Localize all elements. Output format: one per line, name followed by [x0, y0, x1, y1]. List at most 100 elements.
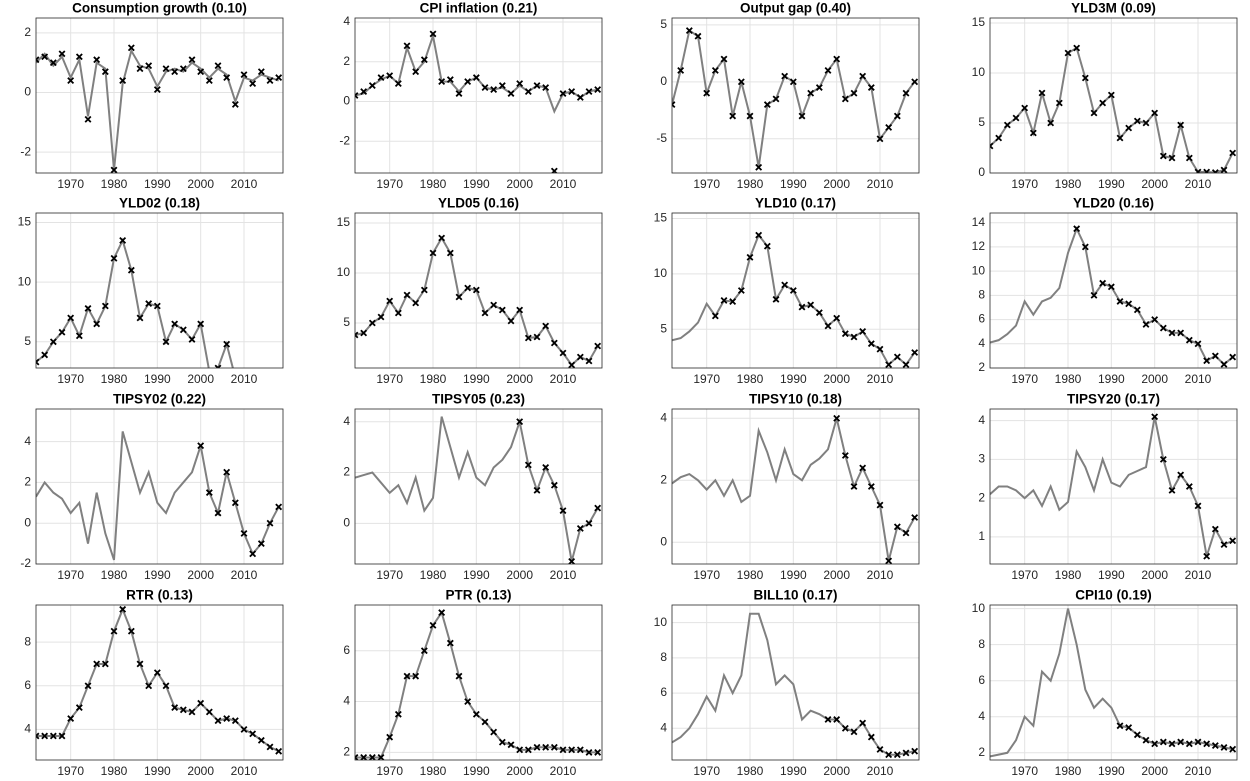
- data-marker: [110, 627, 118, 635]
- x-tick-label: 2010: [550, 177, 577, 191]
- data-marker: [550, 743, 558, 751]
- x-tick-label: 1980: [1055, 177, 1082, 191]
- y-tick-label: 0: [24, 515, 31, 529]
- data-marker: [1029, 129, 1037, 137]
- x-tick-label: 2000: [1141, 764, 1168, 778]
- data-marker: [403, 42, 411, 50]
- data-marker: [490, 301, 498, 309]
- data-marker: [360, 88, 368, 95]
- data-marker: [533, 82, 541, 90]
- data-marker: [93, 660, 101, 668]
- data-marker: [990, 142, 994, 150]
- x-tick-label: 1980: [101, 568, 128, 582]
- axes-box: [989, 604, 1238, 761]
- data-marker: [231, 101, 239, 108]
- data-marker: [498, 82, 506, 90]
- subplot: 5 10 15 1970 1980 1990 2000 2010 YLD10 (0.17): [654, 196, 920, 386]
- data-marker: [464, 284, 472, 292]
- data-marker: [824, 322, 832, 330]
- axes-box: [354, 17, 603, 174]
- data-marker: [1133, 306, 1141, 314]
- x-tick-label: 1980: [737, 568, 764, 582]
- data-marker: [438, 609, 446, 617]
- data-marker: [58, 50, 66, 58]
- data-marker: [507, 90, 515, 97]
- data-marker: [472, 286, 480, 294]
- data-marker: [455, 672, 463, 680]
- y-tick-label: -5: [656, 131, 667, 145]
- y-tick-label: 4: [24, 722, 31, 736]
- data-marker: [893, 353, 901, 361]
- data-marker: [145, 682, 153, 690]
- subplot-title: BILL10 (0.17): [753, 588, 837, 603]
- data-marker: [1229, 353, 1237, 361]
- y-tick-label: 3: [978, 452, 985, 466]
- data-marker: [841, 452, 849, 459]
- data-marker: [833, 55, 841, 63]
- data-marker: [876, 135, 884, 143]
- x-tick-label: 1980: [737, 372, 764, 386]
- data-marker: [162, 682, 170, 690]
- data-marker: [412, 672, 420, 680]
- data-marker: [1116, 297, 1124, 305]
- y-tick-label: 14: [972, 215, 986, 229]
- data-marker: [214, 62, 222, 70]
- y-tick-label: 2: [343, 54, 350, 68]
- subplot-title: YLD3M (0.09): [1071, 1, 1156, 16]
- data-marker: [179, 706, 187, 714]
- data-marker: [1038, 89, 1046, 97]
- data-marker: [355, 754, 359, 760]
- x-tick-label: 2000: [506, 177, 533, 191]
- data-marker: [75, 704, 83, 712]
- data-marker: [1185, 336, 1193, 344]
- y-tick-label: 2: [343, 745, 350, 759]
- y-tick-label: 4: [343, 14, 350, 28]
- y-tick-label: 5: [24, 334, 31, 348]
- data-marker: [559, 507, 567, 515]
- data-marker: [197, 68, 205, 76]
- x-tick-label: 2010: [231, 568, 258, 582]
- axes-box: [671, 212, 920, 369]
- y-tick-label: 4: [343, 694, 350, 708]
- x-tick-label: 1970: [376, 372, 403, 386]
- x-tick-label: 1990: [463, 764, 490, 778]
- data-marker: [67, 77, 75, 85]
- x-tick-label: 1990: [1098, 372, 1125, 386]
- data-marker: [214, 509, 222, 517]
- x-tick-label: 1990: [144, 372, 171, 386]
- data-marker: [490, 86, 498, 93]
- data-marker: [266, 519, 274, 527]
- data-marker: [420, 286, 428, 294]
- x-tick-label: 1990: [1098, 764, 1125, 778]
- y-tick-label: 5: [343, 315, 350, 329]
- data-marker: [850, 89, 858, 97]
- data-marker: [559, 746, 567, 754]
- data-marker: [1220, 166, 1228, 173]
- data-marker: [36, 56, 40, 64]
- y-tick-label: 15: [337, 215, 351, 229]
- data-marker: [241, 390, 247, 396]
- plot-area: [990, 409, 1237, 564]
- subplot: 5 10 15 1970 1980 1990 2000 2010 YLD02 (0.18): [18, 196, 284, 396]
- y-tick-label: 5: [660, 17, 667, 31]
- data-marker: [1151, 316, 1159, 323]
- data-marker: [516, 418, 524, 426]
- data-marker: [179, 326, 187, 334]
- y-tick-label: 6: [978, 312, 985, 326]
- data-marker: [507, 741, 515, 749]
- data-marker: [153, 302, 161, 310]
- data-marker: [885, 557, 893, 564]
- data-marker: [136, 314, 144, 322]
- data-marker: [576, 353, 584, 361]
- data-marker: [84, 304, 92, 312]
- plot-area: [355, 213, 602, 368]
- data-marker: [205, 77, 213, 85]
- data-marker: [429, 621, 437, 629]
- subplot-title: YLD10 (0.17): [755, 196, 836, 211]
- subplot: 2 4 6 1970 1980 1990 2000 2010 PTR (0.13): [343, 588, 603, 778]
- data-marker: [824, 716, 832, 723]
- data-marker: [542, 84, 550, 91]
- data-marker: [867, 340, 875, 348]
- data-marker: [755, 163, 763, 171]
